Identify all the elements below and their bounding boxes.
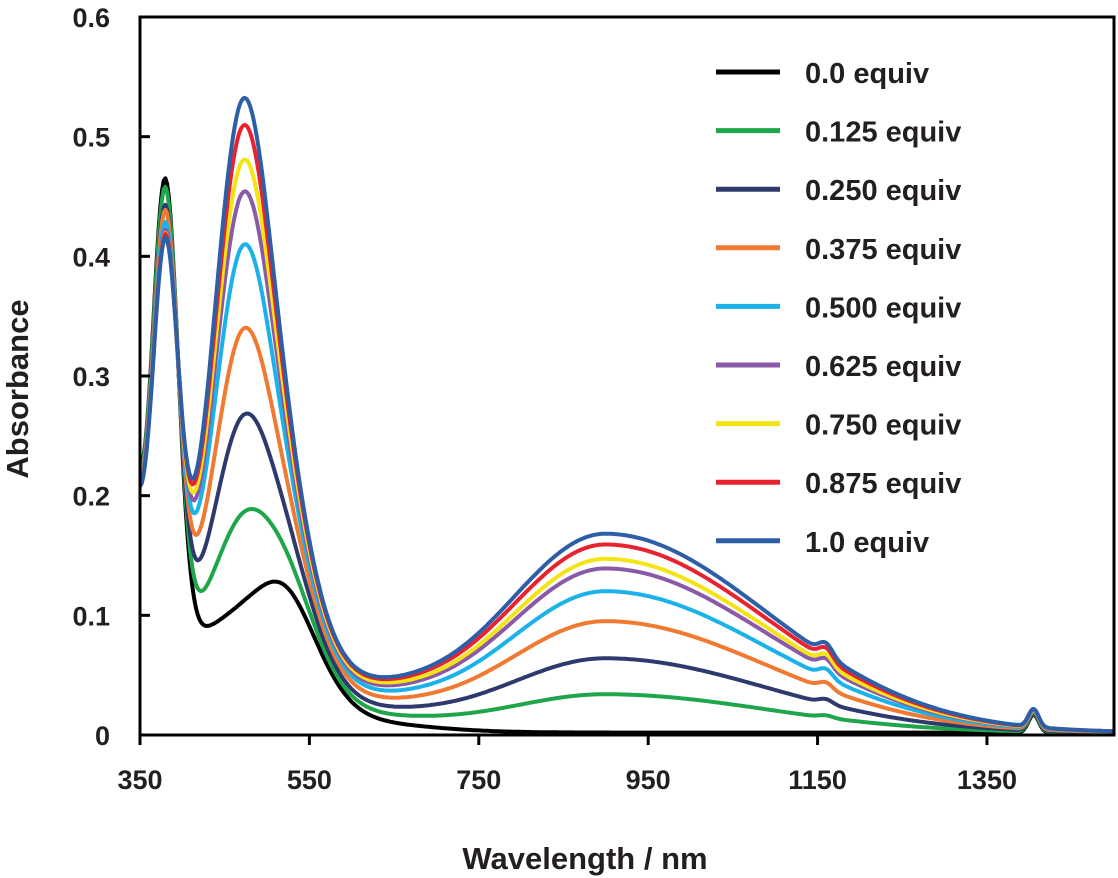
legend-label: 0.500 equiv: [805, 292, 961, 324]
legend-label: 1.0 equiv: [805, 527, 929, 559]
legend-label: 0.125 equiv: [805, 117, 961, 149]
legend-label: 0.875 equiv: [805, 468, 961, 500]
y-tick-label: 0.6: [72, 3, 110, 33]
x-tick-label: 1350: [957, 765, 1017, 795]
x-tick-label: 550: [287, 765, 332, 795]
y-tick-label: 0.4: [72, 242, 110, 272]
legend-label: 0.750 equiv: [805, 410, 961, 442]
series-line-6: [140, 189, 1114, 734]
legend-label: 0.0 equiv: [805, 58, 929, 90]
series-line-9: [140, 95, 1114, 734]
legend-label: 0.375 equiv: [805, 234, 961, 266]
y-tick-label: 0: [95, 721, 110, 751]
series-line-1: [140, 176, 1114, 735]
x-axis-title: Wavelength / nm: [462, 841, 707, 876]
y-tick-label: 0.5: [72, 123, 110, 153]
y-axis-ticks: 0 0.1 0.2 0.3 0.4 0.5 0.6: [72, 3, 150, 751]
y-tick-label: 0.3: [72, 362, 110, 392]
series-line-3: [140, 202, 1114, 735]
x-tick-label: 950: [626, 765, 671, 795]
series-layer: [140, 95, 1114, 735]
x-tick-label: 350: [117, 765, 162, 795]
x-tick-label: 1150: [788, 765, 847, 795]
series-line-5: [140, 219, 1114, 734]
y-tick-label: 0.2: [72, 482, 110, 512]
legend: 0.0 equiv 0.125 equiv 0.250 equiv 0.375 equ…: [716, 58, 961, 559]
x-tick-label: 750: [456, 765, 501, 795]
y-axis-title: Absorbance: [0, 299, 35, 478]
legend-label: 0.250 equiv: [805, 175, 961, 207]
series-line-2: [140, 184, 1114, 735]
x-axis-ticks: 350 550 750 950 1150 1350: [117, 735, 1017, 795]
series-line-4: [140, 207, 1114, 734]
y-tick-label: 0.1: [72, 601, 110, 631]
legend-label: 0.625 equiv: [805, 351, 961, 383]
